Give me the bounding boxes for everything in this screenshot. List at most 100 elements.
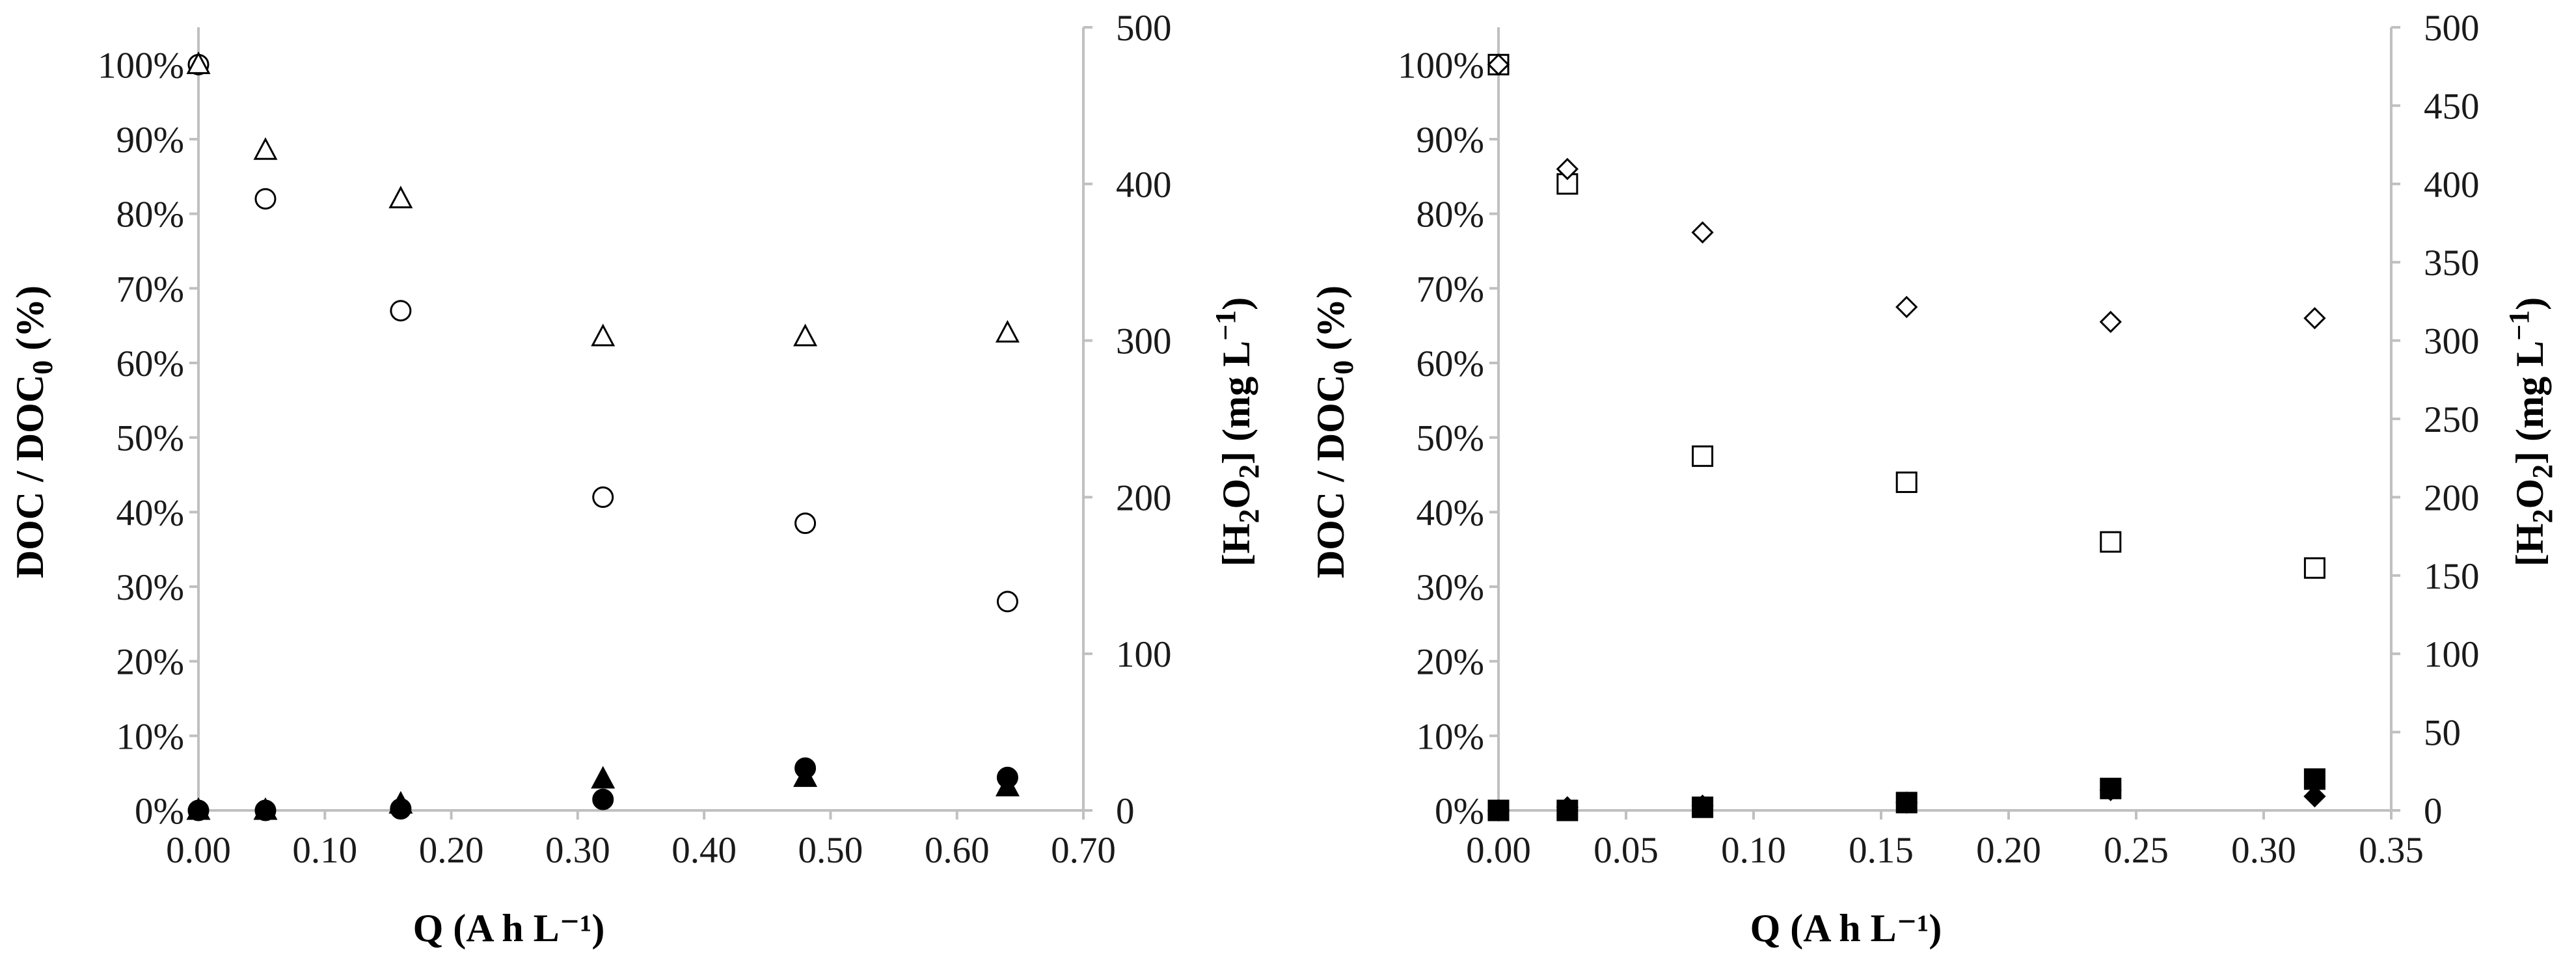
y2-tick-label: 450	[2424, 86, 2480, 127]
series-triangle-open	[186, 51, 1020, 347]
chart-right: 0.00 0.05 0.10 0.15 0.20 0.25 0.30 0.35 0% 10% 20%…	[1309, 8, 2558, 950]
x-tick-label: 0.05	[1593, 830, 1659, 871]
y-tick-label: 60%	[116, 343, 184, 384]
y-tick-label: 50%	[1417, 418, 1484, 459]
y-tick-label: 60%	[1417, 343, 1484, 384]
x-tick-label: 0.35	[2359, 830, 2424, 871]
data-point-triangle-open	[591, 323, 616, 347]
data-point-diamond-open	[1487, 53, 1510, 76]
data-point-circle-open	[592, 486, 614, 508]
x-tick-label: 0.30	[2231, 830, 2296, 871]
y-tick-label: 30%	[116, 567, 184, 608]
y2-tick-label: 400	[2424, 165, 2480, 206]
data-point-square-open	[1692, 445, 1714, 467]
y-tick-label: 100%	[98, 45, 184, 86]
y-tick-label: 30%	[1417, 567, 1484, 608]
y2-tick-label: 400	[1116, 165, 1172, 206]
data-point-diamond-filled	[1691, 794, 1714, 817]
data-point-square-open	[2100, 531, 2122, 553]
x-axis-label-left: Q (A h L⁻¹)	[413, 907, 605, 950]
y2-tick-label: 0	[1116, 791, 1135, 832]
y2-tick-label: 500	[1116, 8, 1172, 49]
y-tick-label: 20%	[1417, 642, 1484, 683]
data-point-diamond-filled	[2303, 785, 2326, 808]
y-tick-label: 10%	[1417, 716, 1484, 757]
y2-tick-label: 350	[2424, 243, 2480, 284]
y2-tick-label: 0	[2424, 791, 2443, 832]
y-tick-label: 40%	[1417, 492, 1484, 533]
y-tick-label: 40%	[116, 492, 184, 533]
data-point-diamond-filled	[2099, 779, 2122, 801]
x-axis-label-right: Q (A h L⁻¹)	[1750, 907, 1942, 950]
data-point-triangle-open	[388, 185, 413, 209]
data-point-triangle-filled	[253, 797, 278, 820]
x-tick-label: 0.10	[1721, 830, 1786, 871]
y-tick-label: 80%	[1417, 194, 1484, 235]
y-axis-label-left: DOC / DOC0 (%)	[8, 286, 59, 578]
y2-tick-label: 50	[2424, 713, 2461, 754]
data-point-circle-filled	[592, 788, 614, 810]
y2-axis-label-right: [H2O2] (mg L−1)	[2503, 297, 2558, 567]
x-tick-label: 0.10	[292, 830, 357, 871]
x-tick-label: 0.20	[1976, 830, 2041, 871]
data-point-diamond-open	[2303, 307, 2326, 330]
y2-tick-label: 300	[1116, 321, 1172, 362]
y2-tick-label: 100	[1116, 634, 1172, 675]
y2-tick-label: 300	[2424, 321, 2480, 362]
data-point-circle-open	[254, 188, 277, 210]
chart-left: 0.00 0.10 0.20 0.30 0.40 0.50 0.60 0.70 0% 10% 20%…	[8, 8, 1265, 950]
x-tick-label: 0.00	[166, 830, 231, 871]
x-tick-label: 0.25	[2104, 830, 2169, 871]
y-tick-label: 20%	[116, 642, 184, 683]
data-point-square-open	[2303, 557, 2325, 579]
y-tick-label: 70%	[1417, 269, 1484, 310]
data-point-triangle-open	[793, 323, 818, 347]
y2-tick-label: 200	[1116, 477, 1172, 518]
y-tick-label: 10%	[116, 716, 184, 757]
data-point-circle-open	[390, 300, 412, 322]
data-point-triangle-filled	[186, 797, 211, 820]
x-tick-label: 0.70	[1051, 830, 1116, 871]
data-point-diamond-filled	[1556, 796, 1579, 819]
data-point-diamond-open	[1691, 221, 1714, 244]
x-tick-label: 0.20	[419, 830, 484, 871]
y2-tick-label: 200	[2424, 477, 2480, 518]
y-tick-label: 100%	[1398, 45, 1484, 86]
y2-tick-label: 500	[2424, 8, 2480, 49]
y-tick-label: 90%	[1417, 120, 1484, 161]
plot-area-left: 0.00 0.10 0.20 0.30 0.40 0.50 0.60 0.70 0% 10% 20%…	[98, 8, 1171, 871]
data-point-triangle-filled	[591, 766, 616, 789]
plot-area-right: 0.00 0.05 0.10 0.15 0.20 0.25 0.30 0.35 0% 10% 20%…	[1398, 8, 2479, 871]
y-tick-label: 80%	[116, 194, 184, 235]
y-tick-label: 70%	[116, 269, 184, 310]
x-tick-label: 0.50	[798, 830, 863, 871]
data-point-triangle-open	[253, 137, 278, 160]
data-point-triangle-open	[186, 51, 211, 74]
data-point-triangle-filled	[995, 773, 1020, 797]
series-diamond-filled	[1487, 779, 2326, 822]
x-tick-label: 0.00	[1466, 830, 1531, 871]
x-tick-label: 0.60	[925, 830, 990, 871]
series-triangle-filled	[186, 764, 1020, 820]
y-tick-label: 0%	[135, 791, 184, 832]
y-tick-label: 90%	[116, 120, 184, 161]
data-point-diamond-open	[2099, 310, 2122, 334]
y2-tick-label: 100	[2424, 634, 2480, 675]
y-tick-label: 0%	[1435, 791, 1484, 832]
series-diamond-open	[1487, 53, 2326, 334]
y2-tick-label: 250	[2424, 399, 2480, 440]
y-axis-label-right: DOC / DOC0 (%)	[1309, 286, 1359, 578]
x-tick-label: 0.30	[545, 830, 610, 871]
x-tick-label: 0.15	[1849, 830, 1914, 871]
data-point-diamond-open	[1556, 157, 1579, 180]
data-point-triangle-filled	[388, 791, 413, 814]
data-point-square-open	[1895, 471, 1918, 493]
data-point-diamond-filled	[1487, 799, 1510, 822]
data-point-diamond-filled	[1895, 791, 1918, 814]
y2-axis-label-left: [H2O2] (mg L−1)	[1210, 297, 1265, 567]
x-tick-label: 0.40	[671, 830, 737, 871]
data-point-triangle-open	[995, 319, 1020, 343]
data-point-circle-open	[794, 513, 817, 535]
data-point-diamond-open	[1895, 295, 1918, 319]
